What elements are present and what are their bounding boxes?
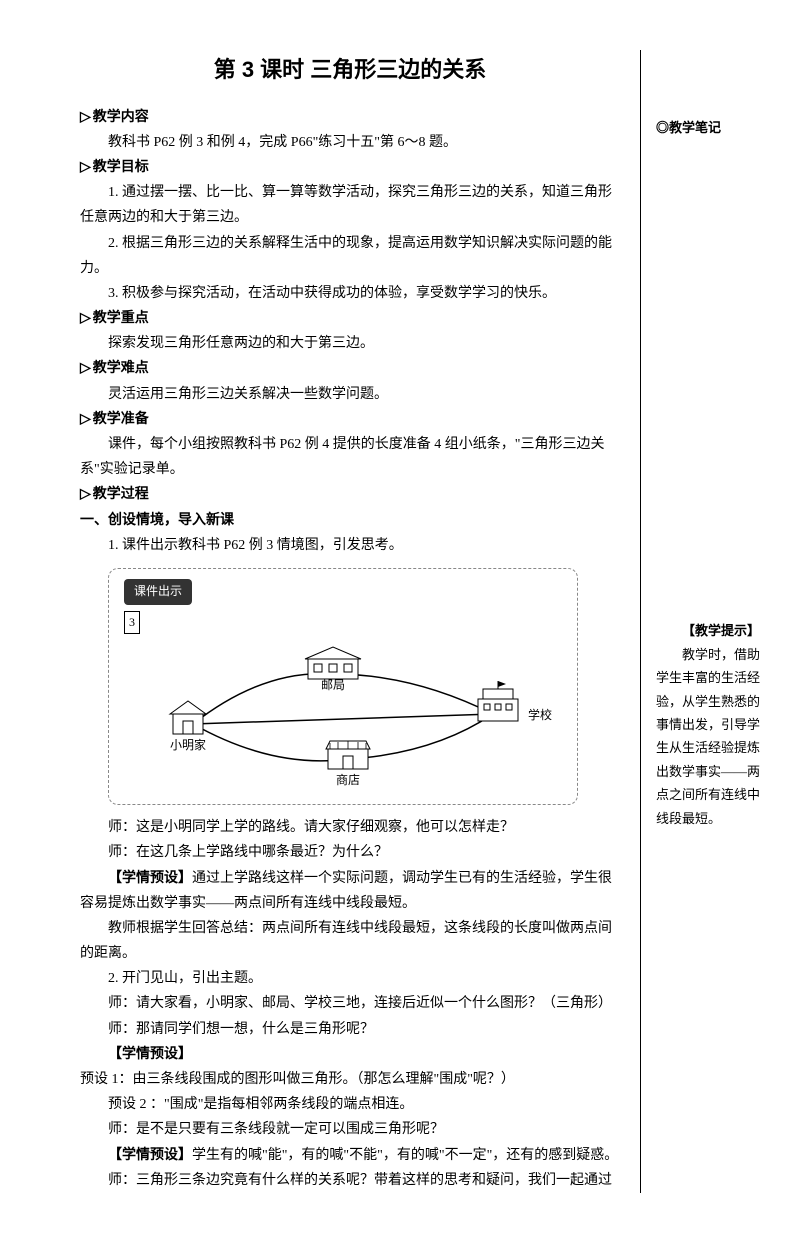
step1-head: 一、创设情境，导入新课 — [80, 508, 620, 533]
preset2-body: 预设 1：由三条线段围成的图形叫做三角形。（那怎么理解"围成"呢？） — [80, 1072, 515, 1087]
label-home: 小明家 — [170, 737, 206, 752]
preset2-2: 预设 2 ："围成"是指每相邻两条线段的端点相连。 — [80, 1092, 620, 1117]
notes-label: ◎教学笔记 — [656, 116, 760, 139]
goal-2: 2. 根据三角形三边的关系解释生活中的现象，提高运用数学知识解决实际问题的能力。 — [80, 231, 620, 281]
preset3: 【学情预设】学生有的喊"能"，有的喊"不能"，有的喊"不一定"，还有的感到疑惑。 — [80, 1143, 620, 1168]
diagram-number: 3 — [124, 611, 140, 635]
key-body: 探索发现三角形任意两边的和大于第三边。 — [80, 331, 620, 356]
q4: 师：那请同学们想一想，什么是三角形呢？ — [80, 1017, 620, 1042]
diagram-box: 课件出示 3 小明家 — [108, 568, 578, 805]
tip-title: 【教学提示】 — [656, 619, 760, 642]
section-diff-head: 教学难点 — [80, 356, 620, 381]
q2: 师：在这几条上学路线中哪条最近？为什么？ — [80, 840, 620, 865]
summary: 教师根据学生回答总结：两点间所有连线中线段最短，这条线段的长度叫做两点间的距离。 — [80, 916, 620, 966]
preset1: 【学情预设】通过上学路线这样一个实际问题，调动学生已有的生活经验，学生很容易提炼… — [80, 866, 620, 916]
q5: 师：是不是只要有三条线段就一定可以围成三角形呢？ — [80, 1117, 620, 1142]
preset2: 【学情预设】预设 1：由三条线段围成的图形叫做三角形。（那怎么理解"围成"呢？） — [80, 1042, 620, 1092]
goal-1: 1. 通过摆一摆、比一比、算一算等数学活动，探究三角形三边的关系，知道三角形任意… — [80, 180, 620, 230]
q6: 师：三角形三条边究竟有什么样的关系呢？带着这样的思考和疑问，我们一起通过 — [80, 1168, 620, 1193]
goal-3: 3. 积极参与探究活动，在活动中获得成功的体验，享受数学学习的快乐。 — [80, 281, 620, 306]
section-prep-head: 教学准备 — [80, 407, 620, 432]
main-column: 第 3 课时 三角形三边的关系 教学内容 教科书 P62 例 3 和例 4，完成… — [80, 50, 640, 1193]
preset3-body: 学生有的喊"能"，有的喊"不能"，有的喊"不一定"，还有的感到疑惑。 — [192, 1148, 618, 1163]
content-body: 教科书 P62 例 3 和例 4，完成 P66"练习十五"第 6～8 题。 — [80, 130, 620, 155]
label-school: 学校 — [528, 707, 552, 722]
route-diagram: 小明家 邮局 — [133, 639, 553, 789]
section-key-head: 教学重点 — [80, 306, 620, 331]
prep-body: 课件，每个小组按照教科书 P62 例 4 提供的长度准备 4 组小纸条，"三角形… — [80, 432, 620, 482]
section-content-head: 教学内容 — [80, 105, 620, 130]
label-shop: 商店 — [336, 772, 360, 787]
section-proc-head: 教学过程 — [80, 482, 620, 507]
step1-2: 2. 开门见山，引出主题。 — [80, 966, 620, 991]
step1-1: 1. 课件出示教科书 P62 例 3 情境图，引发思考。 — [80, 533, 620, 558]
preset2-label: 【学情预设】 — [108, 1047, 192, 1062]
preset1-label: 【学情预设】 — [108, 871, 192, 886]
diff-body: 灵活运用三角形三边关系解决一些数学问题。 — [80, 382, 620, 407]
section-goal-head: 教学目标 — [80, 155, 620, 180]
preset3-label: 【学情预设】 — [108, 1148, 192, 1163]
diagram-label: 课件出示 — [124, 579, 192, 605]
page-title: 第 3 课时 三角形三边的关系 — [80, 50, 620, 90]
label-post: 邮局 — [321, 678, 345, 692]
q3: 师：请大家看，小明家、邮局、学校三地，连接后近似一个什么图形？（三角形） — [80, 991, 620, 1016]
side-column: ◎教学笔记 【教学提示】 教学时，借助学生丰富的生活经验，从学生熟悉的事情出发，… — [640, 50, 760, 1193]
q1: 师：这是小明同学上学的路线。请大家仔细观察，他可以怎样走？ — [80, 815, 620, 840]
tip-body: 教学时，借助学生丰富的生活经验，从学生熟悉的事情出发，引导学生从生活经验提炼出数… — [656, 643, 760, 830]
